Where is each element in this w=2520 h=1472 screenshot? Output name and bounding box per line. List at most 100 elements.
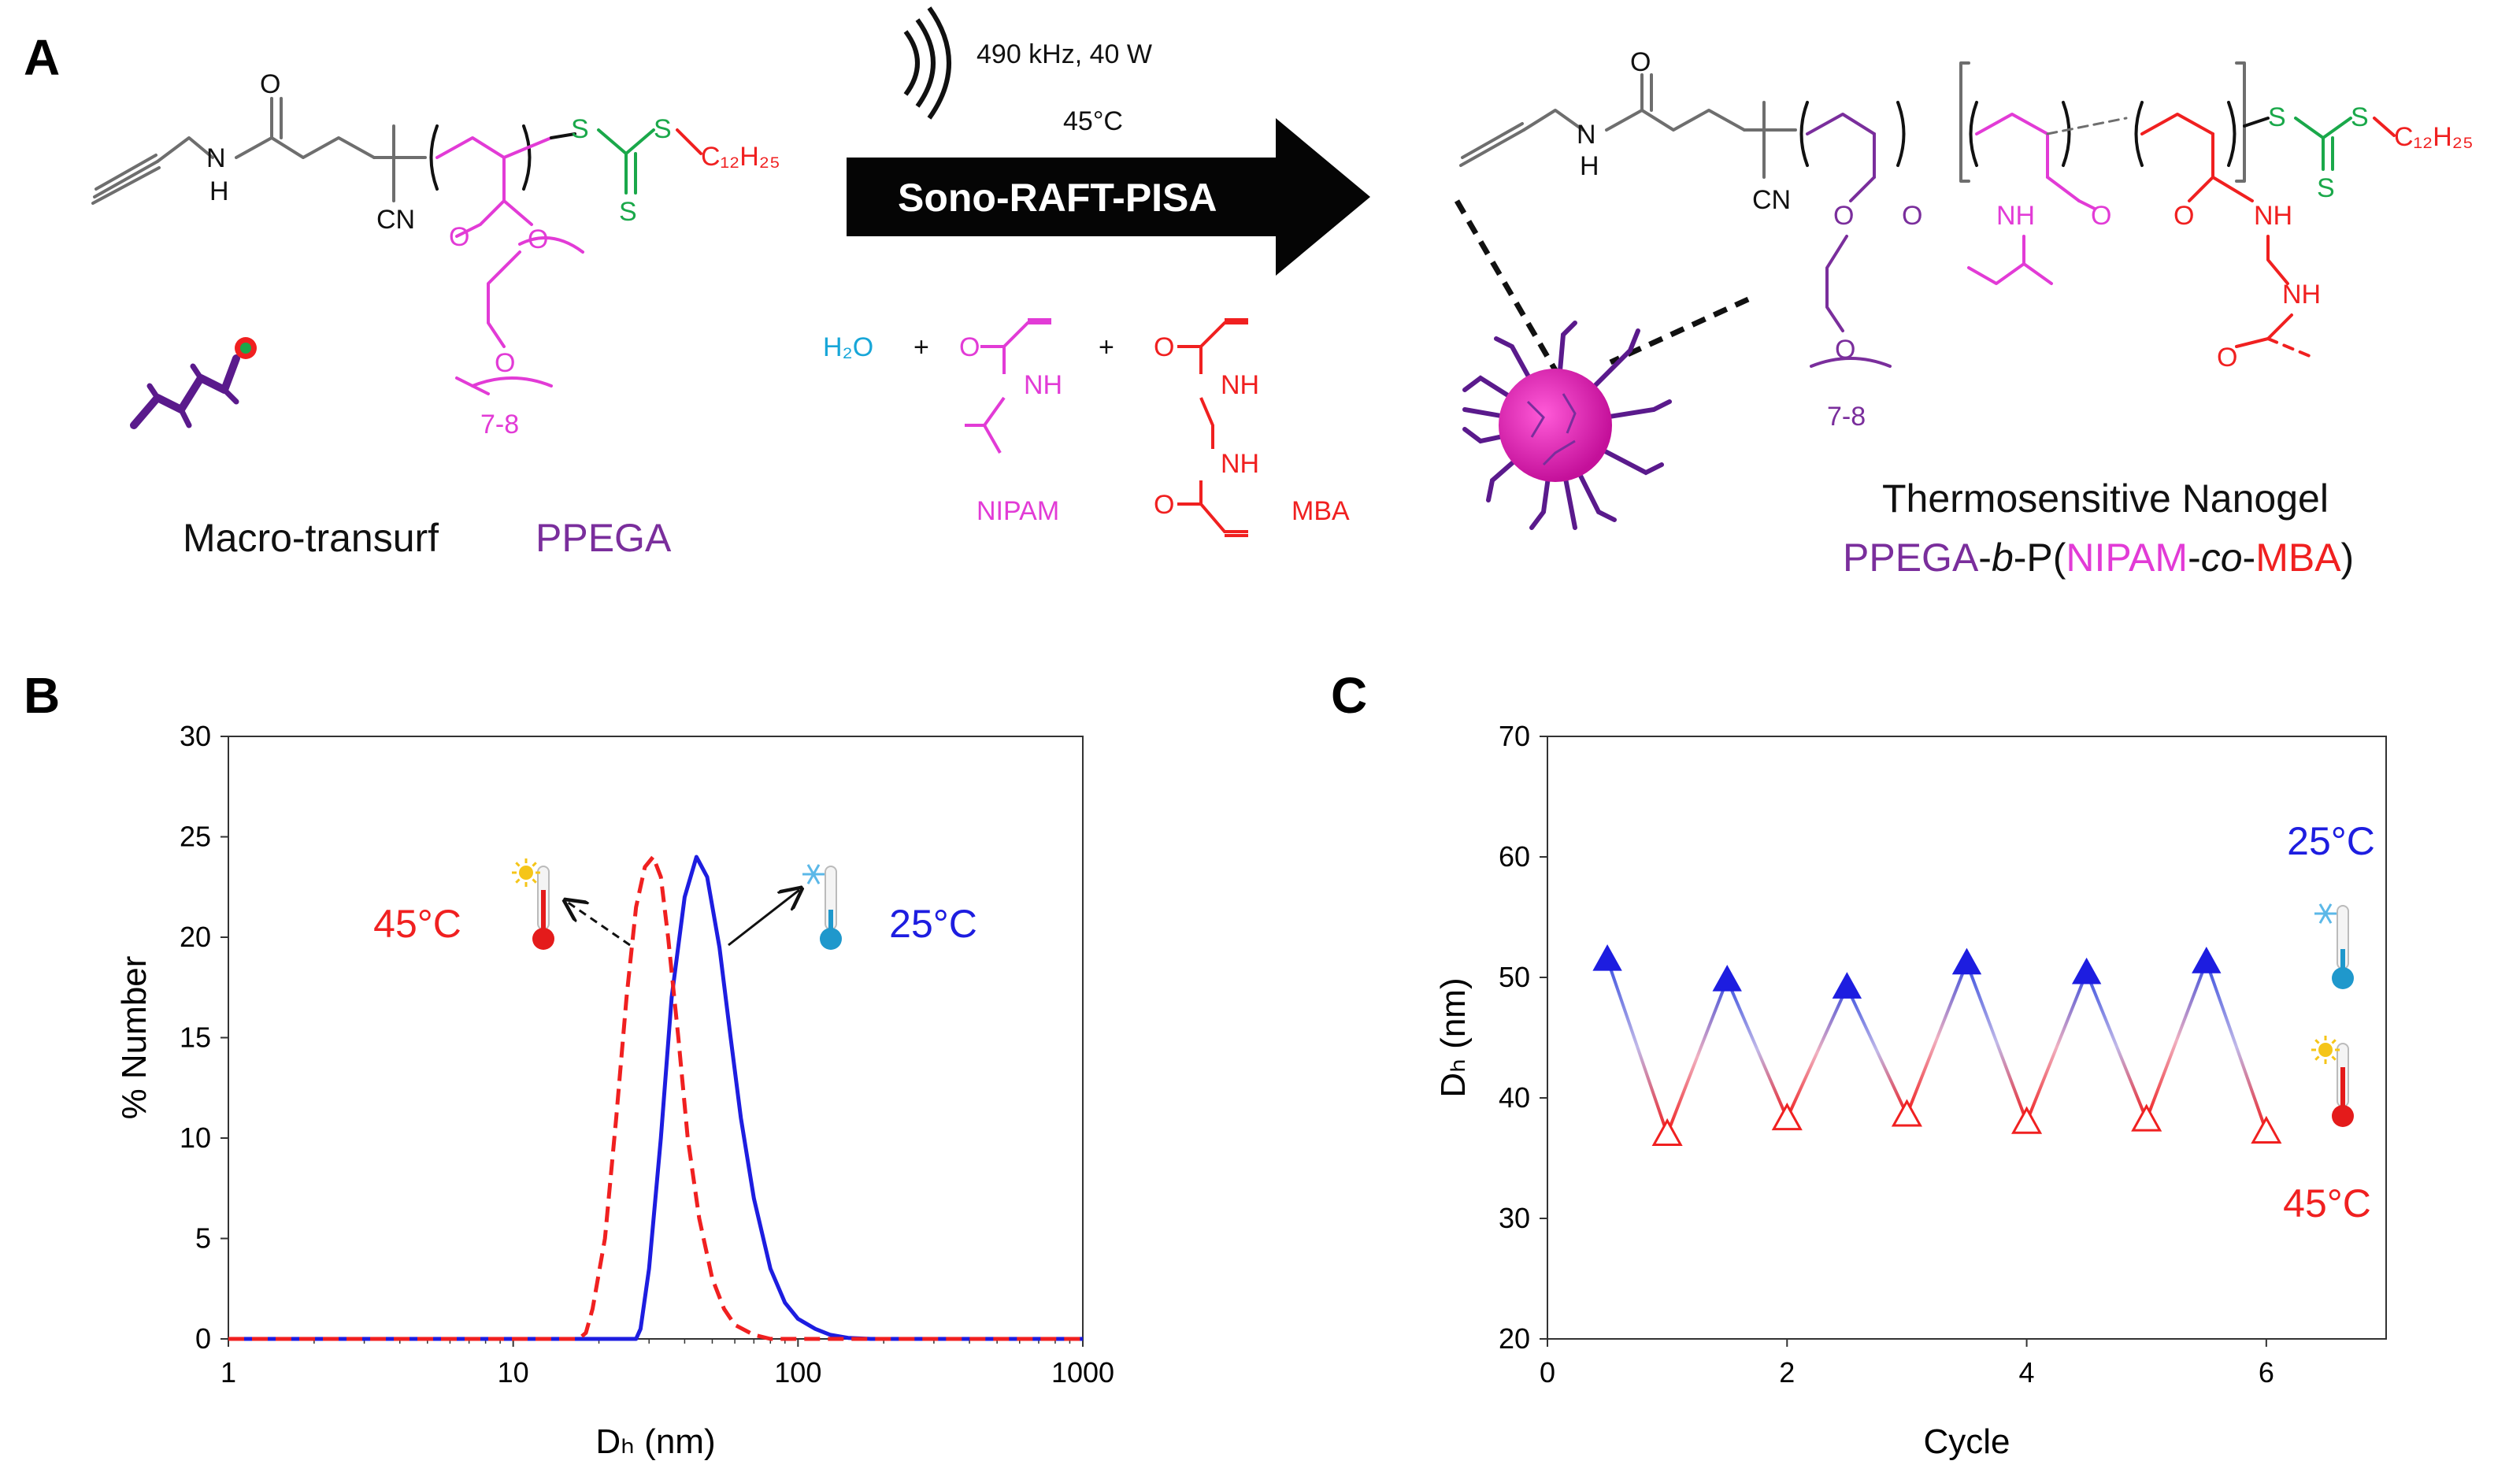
snowflake-arm	[2318, 903, 2333, 924]
y-tick-label: 5	[195, 1222, 211, 1255]
x-tick-label: 1	[220, 1356, 236, 1389]
y-tick-label: 70	[1499, 720, 1530, 752]
y-tick-label: 0	[195, 1322, 211, 1355]
connector-line	[1845, 986, 1909, 1116]
sun-icon	[519, 866, 533, 880]
formula-close: )	[2341, 536, 2355, 580]
macro-transurf-caption: Macro-transurf	[183, 516, 439, 560]
x-tick-label: 4	[2019, 1356, 2035, 1389]
thio-s2-label: S	[619, 197, 637, 227]
y-tick-label: 10	[180, 1122, 211, 1154]
connector-line	[1785, 986, 1849, 1119]
chart-c: 20 30 40 50 60 70 0 2 4 6 Cycle Dₕ (nm) 25°C 45°C	[1434, 720, 2387, 1461]
ultrasound-icon	[903, 6, 951, 120]
peg-o-label: O	[495, 348, 515, 378]
plot-frame	[1547, 736, 2387, 1340]
connector-line	[2085, 972, 2148, 1121]
formula-dash-1: -	[1978, 536, 1992, 580]
peg-repeat-left: 7-8	[480, 410, 519, 439]
y-tick-label: 20	[180, 921, 211, 953]
pnipam-o-label: O	[2091, 201, 2111, 231]
panel-label-a: A	[24, 29, 60, 86]
connector-line	[2204, 961, 2268, 1133]
nanogel-cn-label: CN	[1752, 185, 1791, 215]
x-axis-title: Cycle	[1923, 1422, 2010, 1461]
connector-line	[1606, 958, 1670, 1135]
series-line-45c	[228, 855, 1083, 1341]
panel-c: C 20 30 40 50 60 70 0 2 4 6 Cycle Dₕ (nm) 25°C 45°C	[1331, 667, 2387, 1461]
connector-line	[1725, 979, 1789, 1119]
formula-dash-2: -	[2188, 536, 2201, 580]
water-label: H₂O	[823, 332, 873, 362]
pmba-o-label: O	[2174, 201, 2194, 231]
marker-25c	[1712, 965, 1742, 992]
carbonyl-o-label: O	[260, 69, 280, 99]
thermometer-liquid	[541, 890, 546, 933]
nanogel-h-label: H	[1580, 151, 1599, 181]
y-tick-label: 15	[180, 1022, 211, 1054]
pmba-o2-label: O	[2217, 343, 2237, 373]
thermometer-bulb	[2332, 967, 2354, 989]
dodecyl-left: C₁₂H₂₅	[701, 142, 780, 172]
arrow-label: Sono-RAFT-PISA	[898, 176, 1217, 220]
x-tick-label: 100	[774, 1356, 821, 1389]
annotation-45c: 45°C	[2283, 1181, 2371, 1225]
marker-45c	[2011, 1106, 2043, 1134]
marker-45c	[2131, 1103, 2162, 1132]
sun-ray	[2331, 1055, 2337, 1061]
y-tick-label: 30	[1499, 1202, 1530, 1234]
thermometer-bulb	[532, 928, 554, 950]
mba-o1-label: O	[1154, 332, 1174, 362]
marker-25c	[2192, 947, 2222, 973]
formula-b: b	[1992, 536, 2014, 580]
hot-thermometer-icon	[512, 858, 554, 950]
sun-ray	[532, 878, 537, 884]
nanogel-ester-o: O	[1833, 201, 1854, 231]
formula-p-open: -P(	[2014, 536, 2066, 580]
macro-transurf-icon	[130, 337, 257, 429]
mba-structure	[1177, 318, 1248, 537]
thio-s3-label: S	[654, 114, 672, 144]
nanogel-structure: N H O CN O O O 7-8	[1459, 47, 2474, 432]
pmba-nh2-label: NH	[2282, 280, 2321, 310]
sun-ray	[515, 862, 521, 867]
cold-thermometer-icon	[2314, 903, 2354, 989]
formula-dash-3: -	[2243, 536, 2256, 580]
formula-mba: MBA	[2255, 536, 2341, 580]
nipam-label: NIPAM	[976, 496, 1059, 526]
sun-ray	[2314, 1039, 2320, 1044]
mba-nh1-label: NH	[1221, 370, 1259, 400]
x-tick-label: 10	[498, 1356, 529, 1389]
nanogel-n-label: N	[1577, 120, 1596, 150]
formula-co: co	[2201, 536, 2243, 580]
connector-line	[1965, 962, 2029, 1123]
nanogel-title: Thermosensitive Nanogel	[1882, 476, 2329, 521]
marker-45c	[1651, 1118, 1683, 1146]
mba-nh2-label: NH	[1221, 449, 1259, 479]
formula-nipam: NIPAM	[2066, 536, 2188, 580]
annotation-25c: 25°C	[889, 902, 977, 946]
nanogel-s3: S	[2351, 102, 2369, 132]
mba-o2-label: O	[1154, 490, 1174, 520]
marker-25c	[1832, 972, 1862, 999]
formula-ppega: PPEGA	[1843, 536, 1979, 580]
x-axis-title: Dₕ (nm)	[595, 1422, 715, 1461]
mba-label: MBA	[1292, 496, 1350, 526]
y-tick-label: 60	[1499, 840, 1530, 873]
nanogel-ester-o2: O	[1902, 201, 1922, 231]
plus-2: +	[1099, 332, 1114, 362]
cold-thermometer-icon	[802, 864, 842, 950]
thermometer-bulb	[820, 928, 842, 950]
snowflake-icon	[802, 864, 825, 884]
y-axis-title: % Number	[115, 956, 154, 1120]
reaction-arrow	[847, 118, 1370, 276]
thermometer-liquid	[828, 910, 833, 933]
annotation-25c: 25°C	[2287, 819, 2375, 863]
sun-ray	[2314, 1055, 2320, 1061]
shrink-arrow	[567, 902, 631, 947]
pnipam-nh-label: NH	[1996, 201, 2035, 231]
reaction-temperature: 45°C	[1063, 106, 1123, 136]
cyano-label: CN	[376, 205, 415, 235]
plus-1: +	[914, 332, 929, 362]
